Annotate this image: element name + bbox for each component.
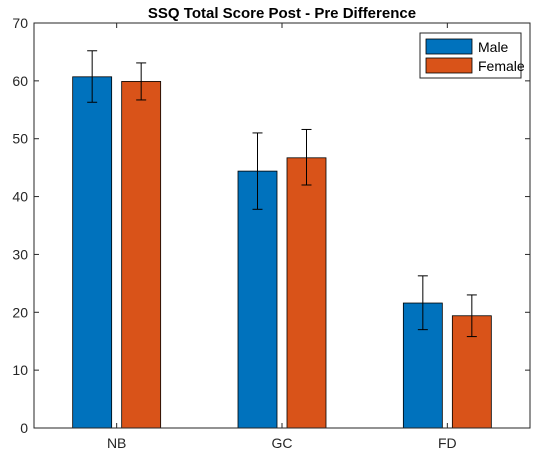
x-tick-label-nb: NB: [107, 435, 126, 451]
legend: Male Female: [419, 32, 525, 79]
y-tick-label: 10: [12, 362, 28, 378]
bars-layer: [72, 76, 492, 429]
x-tick-label-fd: FD: [438, 435, 457, 451]
errorbar-female-fd: [466, 294, 477, 338]
errorbar-female-gc: [301, 128, 312, 186]
bar-female-gc: [286, 157, 327, 429]
y-tick-label: 70: [12, 15, 28, 31]
errorbar-male-fd: [417, 275, 428, 331]
y-tick-label: 30: [12, 246, 28, 262]
y-tick-label: 40: [12, 189, 28, 205]
errorbar-female-nb: [136, 62, 147, 101]
bar-male-nb: [72, 76, 113, 429]
legend-swatch-female: [425, 57, 473, 74]
y-axis: 0 10 20 30 40 50 60 70: [12, 15, 530, 436]
errorbars-layer: [87, 50, 477, 338]
errorbar-male-gc: [252, 132, 263, 210]
chart-title: SSQ Total Score Post - Pre Difference: [148, 5, 416, 22]
bar-female-nb: [121, 81, 162, 429]
y-tick-label: 0: [20, 420, 28, 436]
legend-label-female: Female: [478, 58, 525, 74]
errorbar-male-nb: [87, 50, 98, 103]
bar-male-gc: [237, 170, 278, 429]
y-tick-label: 50: [12, 131, 28, 147]
legend-swatch-male: [425, 38, 473, 55]
x-axis: NB GC FD: [107, 23, 457, 451]
y-tick-label: 60: [12, 73, 28, 89]
y-tick-label: 20: [12, 304, 28, 320]
x-tick-label-gc: GC: [272, 435, 293, 451]
legend-label-male: Male: [478, 39, 509, 55]
